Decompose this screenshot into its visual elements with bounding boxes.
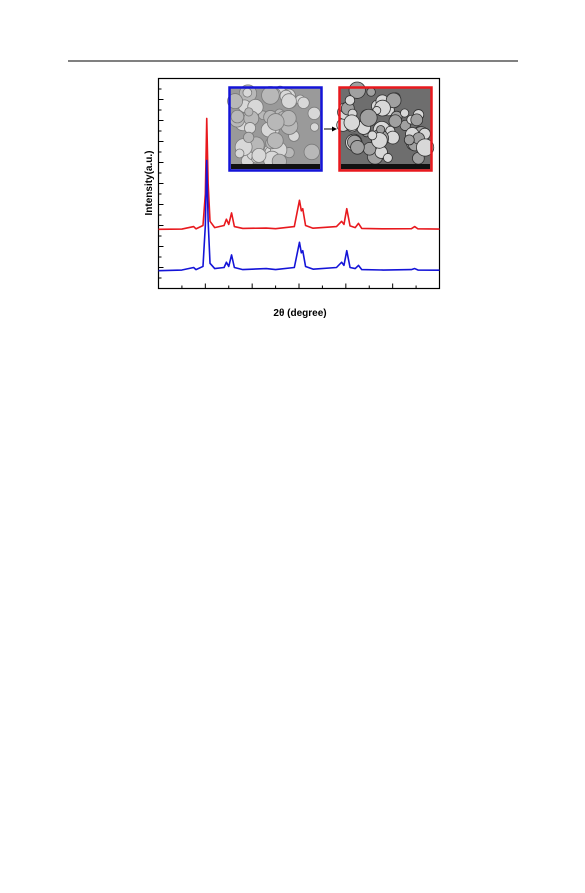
grain [348,81,366,99]
grain [266,113,285,131]
grain [242,87,253,98]
scale-bar [341,164,430,169]
grain [388,114,402,128]
sem-insets [227,81,435,172]
grain [251,147,267,163]
xrd-line [158,117,440,231]
grain [244,107,254,117]
grain [261,86,280,105]
inset-frame-after [338,86,433,172]
grain [383,153,393,163]
grain [367,130,378,141]
x-axis-label: 2θ (degree) [273,308,326,319]
grain [359,108,378,127]
grain [400,108,410,118]
grain [309,122,320,132]
grain [385,92,402,109]
grain [410,113,424,127]
arrow-head [332,126,337,132]
grain [350,140,365,155]
grain [244,122,256,134]
grain [343,114,360,131]
grain [366,87,376,97]
scale-bar [231,164,320,169]
grain [307,106,321,120]
grain [303,143,320,161]
grain [344,95,356,106]
grain [243,131,255,143]
grain [281,93,297,109]
grain [266,132,284,149]
inset-frame-before [228,86,323,172]
grain [230,109,245,124]
grain [227,93,244,110]
grain [297,96,310,109]
xrd-line [158,159,440,272]
grain [416,138,435,157]
y-axis-label: Intensity(a.u.) [144,150,155,215]
grain [234,148,245,159]
grain [403,134,415,146]
